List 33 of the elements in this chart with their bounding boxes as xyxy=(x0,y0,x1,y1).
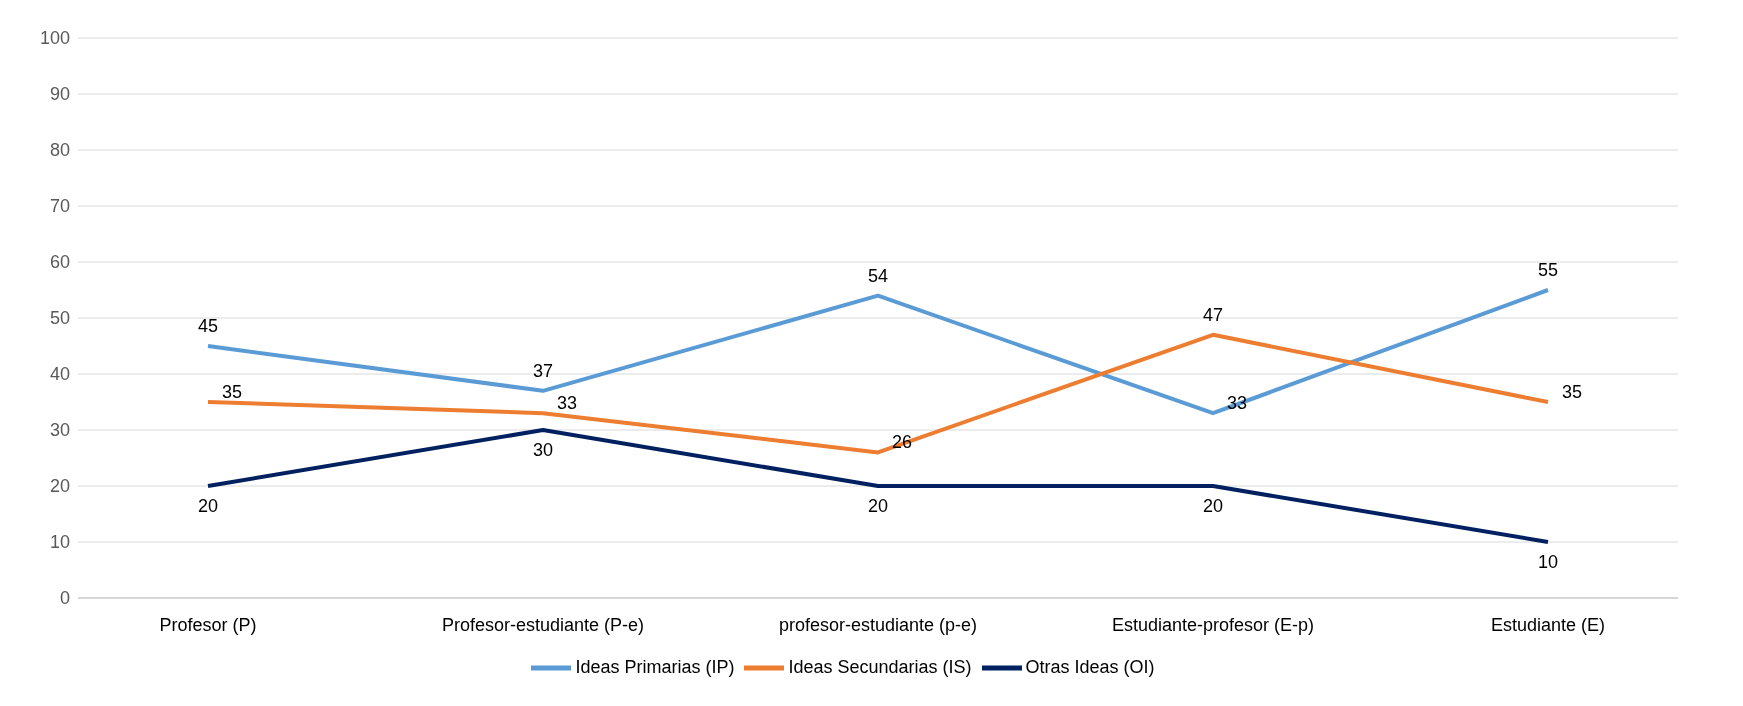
x-tick-label: Estudiante (E) xyxy=(1490,614,1606,635)
y-tick-label: 70 xyxy=(49,196,70,217)
data-label: 30 xyxy=(532,440,554,460)
x-tick-label: Profesor (P) xyxy=(159,614,257,635)
x-tick-label: Profesor-estudiante (P-e) xyxy=(441,614,645,635)
data-label: 35 xyxy=(1562,382,1583,402)
data-label: 47 xyxy=(1202,304,1224,325)
y-tick-label: 60 xyxy=(49,252,70,273)
data-label: 37 xyxy=(532,360,554,381)
y-tick-label: 40 xyxy=(49,364,70,385)
y-tick-label: 10 xyxy=(49,532,70,553)
data-label: 54 xyxy=(867,265,889,286)
line-series xyxy=(206,332,1550,455)
data-label: 55 xyxy=(1537,260,1559,280)
data-label: 33 xyxy=(557,393,578,414)
data-label: 20 xyxy=(197,496,219,516)
y-tick-label: 20 xyxy=(49,476,70,497)
x-tick-label: Estudiante-profesor (E-p) xyxy=(1111,614,1315,635)
y-tick-label: 50 xyxy=(49,308,70,329)
data-label: 10 xyxy=(1537,552,1559,572)
y-tick-label: 90 xyxy=(49,84,70,105)
legend-label: Ideas Secundarias (IS) xyxy=(788,656,972,677)
y-tick-label: 0 xyxy=(59,588,70,609)
legend-label: Otras Ideas (OI) xyxy=(1025,656,1155,677)
x-tick-label: profesor-estudiante (p-e) xyxy=(778,614,978,635)
legend-label: Ideas Primarias (IP) xyxy=(575,656,735,677)
y-tick-label: 30 xyxy=(49,420,70,441)
data-label: 20 xyxy=(867,496,889,516)
y-tick-label: 100 xyxy=(39,28,70,49)
data-label: 35 xyxy=(222,382,243,402)
data-label: 20 xyxy=(1202,496,1224,516)
data-label: 45 xyxy=(197,316,219,336)
y-tick-label: 80 xyxy=(49,140,70,161)
